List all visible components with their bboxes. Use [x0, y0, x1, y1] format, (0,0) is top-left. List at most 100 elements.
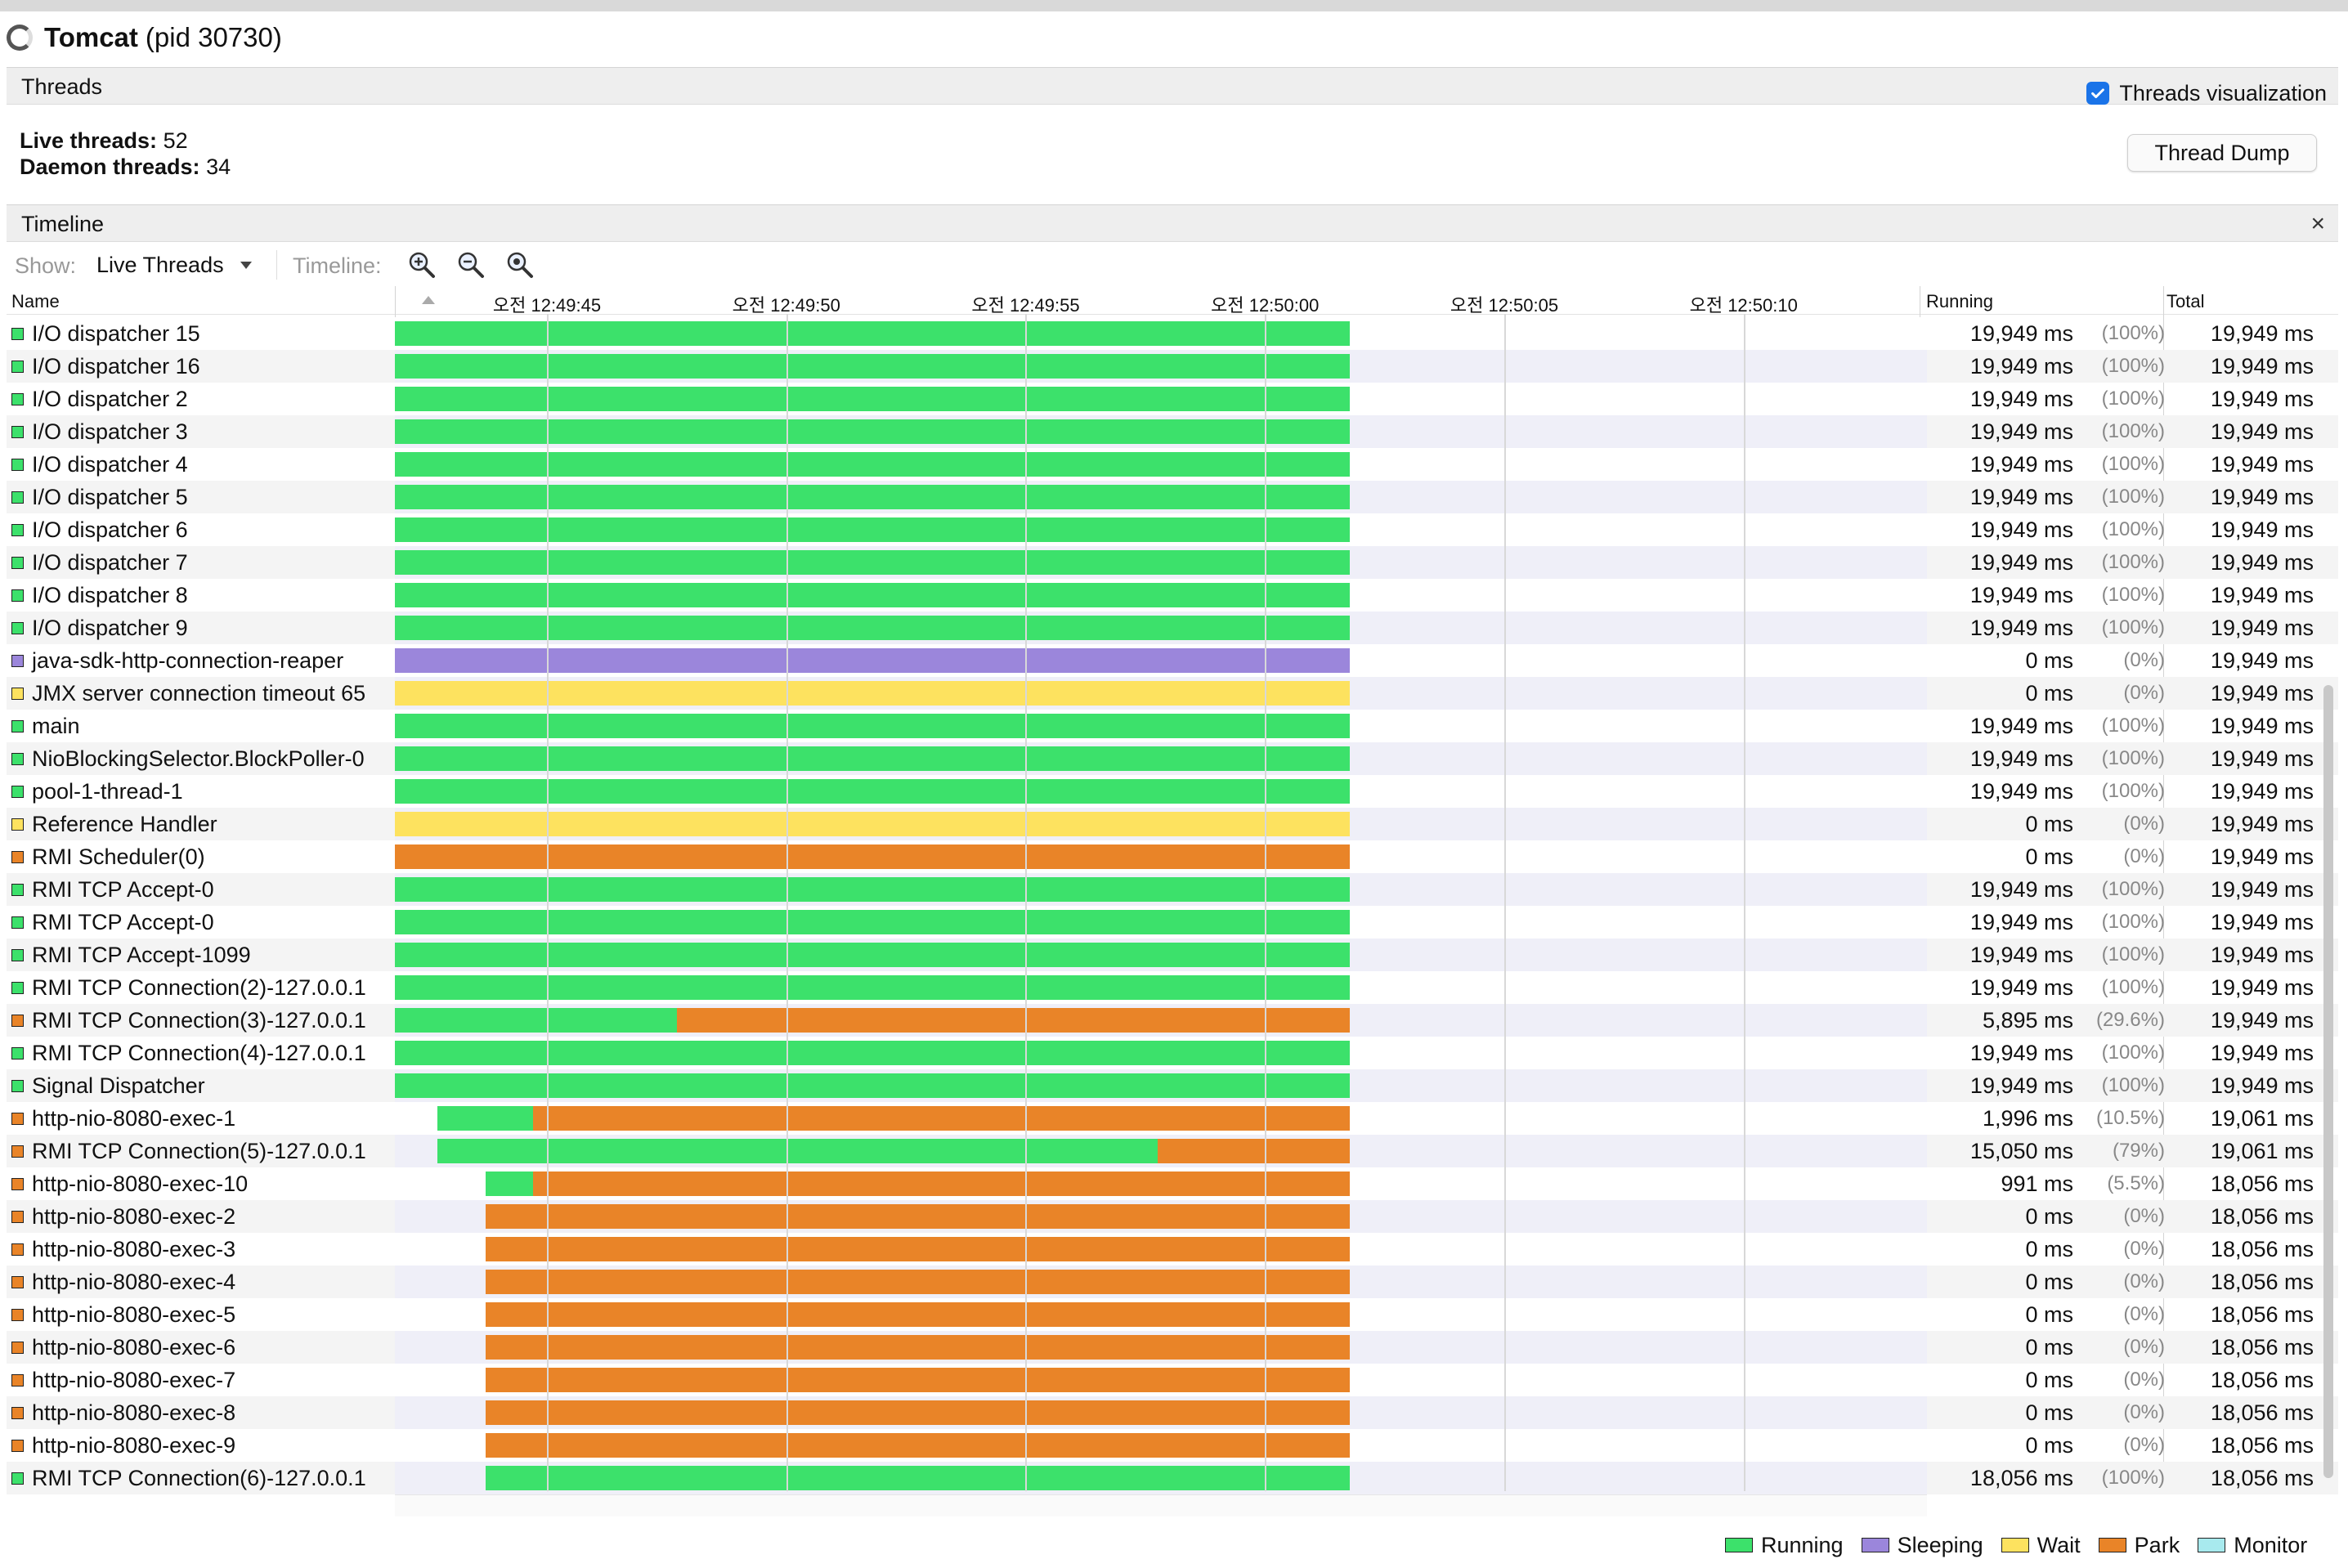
close-icon[interactable]: × [2310, 210, 2325, 237]
running-percent: (0%) [2123, 1270, 2165, 1292]
table-header: Name 오전 12:49:45 오전 12:49:50 오전 12:49:55 오전… [7, 286, 2338, 316]
zoom-out-icon[interactable] [455, 249, 487, 281]
time-tick-label: 오전 12:50:05 [1450, 295, 1559, 316]
vertical-scrollbar[interactable] [2322, 317, 2335, 1486]
thread-row[interactable]: I/O dispatcher 7 19,949 ms (100%) 19,949 ms [7, 546, 2338, 579]
total-time: 19,949 ms [2210, 975, 2314, 1000]
legend-item-wait: Wait [2001, 1533, 2081, 1558]
state-segment-running [395, 1041, 1350, 1065]
thread-row[interactable]: http-nio-8080-exec-4 0 ms (0%) 18,056 ms [7, 1266, 2338, 1298]
thread-state-icon [11, 425, 24, 438]
thread-row[interactable]: I/O dispatcher 3 19,949 ms (100%) 19,949 ms [7, 415, 2338, 448]
threads-visualization-toggle[interactable]: Threads visualization [2086, 74, 2327, 112]
running-percent: (0%) [2123, 1303, 2165, 1325]
running-percent: (100%) [2101, 551, 2165, 573]
thread-stats: Live threads: 52 Daemon threads: 34 [20, 128, 231, 180]
thread-name: RMI TCP Connection(3)-127.0.0.1 [32, 1007, 366, 1033]
state-segment-running [485, 1466, 1350, 1490]
thread-row[interactable]: pool-1-thread-1 19,949 ms (100%) 19,949 ms [7, 775, 2338, 808]
thread-row[interactable]: RMI Scheduler(0) 0 ms (0%) 19,949 ms [7, 840, 2338, 873]
thread-state-icon [11, 1472, 24, 1485]
time-tick-label: 오전 12:50:00 [1211, 295, 1320, 316]
thread-row[interactable]: main 19,949 ms (100%) 19,949 ms [7, 710, 2338, 742]
thread-row[interactable]: RMI TCP Connection(5)-127.0.0.1 15,050 ms… [7, 1135, 2338, 1167]
show-dropdown-value: Live Threads [96, 252, 224, 277]
live-threads-stat: Live threads: 52 [20, 128, 231, 154]
thread-row[interactable]: http-nio-8080-exec-9 0 ms (0%) 18,056 ms [7, 1429, 2338, 1462]
state-segment-park [485, 1433, 1350, 1458]
thread-row[interactable]: NioBlockingSelector.BlockPoller-0 19,949 … [7, 742, 2338, 775]
thread-name-cell: http-nio-8080-exec-6 [11, 1331, 235, 1364]
thread-row[interactable]: I/O dispatcher 9 19,949 ms (100%) 19,949 ms [7, 612, 2338, 644]
thread-state-icon [11, 523, 24, 536]
thread-name-cell: JMX server connection timeout 65 [11, 677, 365, 710]
thread-state-bar [395, 1270, 1927, 1294]
thread-row[interactable]: RMI TCP Accept-0 19,949 ms (100%) 19,949 ms [7, 873, 2338, 906]
thread-name: http-nio-8080-exec-9 [32, 1432, 236, 1458]
thread-name: NioBlockingSelector.BlockPoller-0 [32, 746, 365, 771]
thread-row[interactable]: I/O dispatcher 16 19,949 ms (100%) 19,949 m… [7, 350, 2338, 383]
thread-dump-button[interactable]: Thread Dump [2127, 134, 2317, 172]
horizontal-scrollbar[interactable] [395, 1494, 1927, 1516]
running-percent: (100%) [2101, 486, 2165, 508]
thread-state-bar [395, 1073, 1927, 1098]
timeline-section-title: Timeline [21, 212, 105, 236]
thread-state-icon [11, 1046, 24, 1060]
thread-row[interactable]: I/O dispatcher 4 19,949 ms (100%) 19,949 ms [7, 448, 2338, 481]
thread-row[interactable]: http-nio-8080-exec-2 0 ms (0%) 18,056 ms [7, 1200, 2338, 1233]
thread-row[interactable]: http-nio-8080-exec-10 991 ms (5.5%) 18,056 … [7, 1167, 2338, 1200]
thread-row[interactable]: http-nio-8080-exec-8 0 ms (0%) 18,056 ms [7, 1396, 2338, 1429]
running-time: 0 ms [2025, 1335, 2073, 1360]
thread-name-cell: main [11, 710, 80, 742]
thread-name: http-nio-8080-exec-7 [32, 1367, 236, 1392]
thread-row[interactable]: JMX server connection timeout 65 0 ms (0%)… [7, 677, 2338, 710]
thread-row[interactable]: http-nio-8080-exec-3 0 ms (0%) 18,056 ms [7, 1233, 2338, 1266]
thread-row[interactable]: java-sdk-http-connection-reaper 0 ms (0%) 1… [7, 644, 2338, 677]
thread-row[interactable]: I/O dispatcher 15 19,949 ms (100%) 19,949 m… [7, 317, 2338, 350]
name-column-header[interactable]: Name [11, 291, 60, 311]
thread-row[interactable]: I/O dispatcher 5 19,949 ms (100%) 19,949 ms [7, 481, 2338, 513]
thread-row[interactable]: RMI TCP Accept-0 19,949 ms (100%) 19,949 ms [7, 906, 2338, 939]
thread-row[interactable]: http-nio-8080-exec-6 0 ms (0%) 18,056 ms [7, 1331, 2338, 1364]
thread-row[interactable]: RMI TCP Connection(2)-127.0.0.1 19,949 ms… [7, 971, 2338, 1004]
total-time: 19,949 ms [2210, 387, 2314, 411]
thread-name: I/O dispatcher 15 [32, 320, 200, 346]
thread-name: I/O dispatcher 7 [32, 549, 188, 575]
thread-name-cell: Signal Dispatcher [11, 1069, 205, 1102]
legend-swatch [2198, 1538, 2226, 1552]
thread-row[interactable]: http-nio-8080-exec-1 1,996 ms (10.5%) 19,06… [7, 1102, 2338, 1135]
show-label: Show: [15, 253, 77, 278]
thread-row[interactable]: I/O dispatcher 6 19,949 ms (100%) 19,949 ms [7, 513, 2338, 546]
thread-row[interactable]: I/O dispatcher 2 19,949 ms (100%) 19,949 ms [7, 383, 2338, 415]
total-time: 19,061 ms [2210, 1106, 2314, 1131]
state-segment-running [395, 354, 1350, 379]
thread-row[interactable]: I/O dispatcher 8 19,949 ms (100%) 19,949 ms [7, 579, 2338, 612]
thread-row[interactable]: RMI TCP Accept-1099 19,949 ms (100%) 19,949… [7, 939, 2338, 971]
total-time: 19,949 ms [2210, 419, 2314, 444]
thread-row[interactable]: RMI TCP Connection(4)-127.0.0.1 19,949 ms… [7, 1037, 2338, 1069]
thread-row[interactable]: RMI TCP Connection(3)-127.0.0.1 5,895 ms (… [7, 1004, 2338, 1037]
thread-name: I/O dispatcher 4 [32, 451, 188, 477]
checkbox-checked-icon[interactable] [2086, 82, 2110, 105]
thread-name: RMI TCP Accept-0 [32, 876, 214, 902]
show-dropdown[interactable]: Live Threads [88, 247, 260, 283]
scrollbar-thumb[interactable] [2323, 685, 2333, 1478]
zoom-in-icon[interactable] [406, 249, 438, 281]
running-time: 19,949 ms [1969, 975, 2073, 1000]
running-column-header[interactable]: Running [1926, 291, 1993, 311]
thread-row[interactable]: Reference Handler 0 ms (0%) 19,949 ms [7, 808, 2338, 840]
legend-label: Wait [2037, 1532, 2081, 1557]
thread-state-icon [11, 850, 24, 863]
thread-row[interactable]: http-nio-8080-exec-5 0 ms (0%) 18,056 ms [7, 1298, 2338, 1331]
thread-state-icon [11, 621, 24, 634]
running-percent: (100%) [2101, 911, 2165, 933]
thread-row[interactable]: RMI TCP Connection(6)-127.0.0.1 18,056 ms… [7, 1462, 2338, 1494]
total-column-header[interactable]: Total [2167, 291, 2205, 311]
thread-state-bar [395, 1008, 1927, 1033]
thread-row[interactable]: Signal Dispatcher 19,949 ms (100%) 19,949 m… [7, 1069, 2338, 1102]
thread-row[interactable]: http-nio-8080-exec-7 0 ms (0%) 18,056 ms [7, 1364, 2338, 1396]
thread-state-icon [11, 1243, 24, 1256]
total-time: 19,949 ms [2210, 583, 2314, 607]
running-time: 0 ms [2025, 844, 2073, 869]
zoom-fit-icon[interactable] [504, 249, 536, 281]
